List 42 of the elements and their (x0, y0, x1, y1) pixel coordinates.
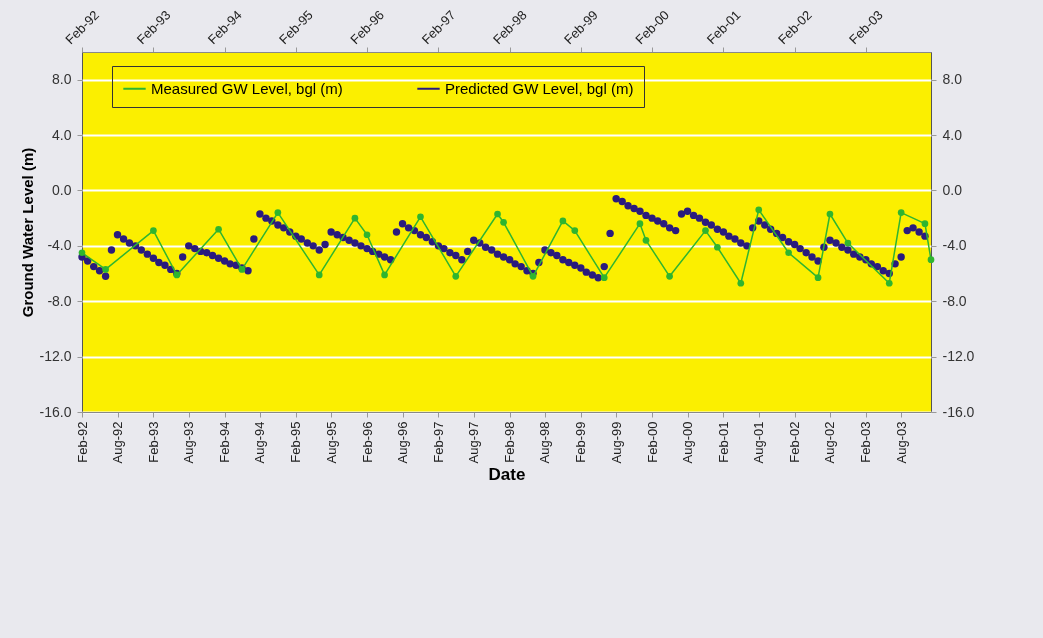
y2-tick-label: -16.0 (942, 403, 975, 420)
x-tick-label: Aug-95 (323, 421, 339, 464)
y2-tick-label: 4.0 (942, 126, 963, 143)
legend-label: Measured GW Level, bgl (m) (151, 79, 343, 97)
x-tick-label: Aug-96 (395, 421, 411, 464)
x-tick-label: Aug-99 (608, 421, 624, 464)
legend-label: Predicted GW Level, bgl (m) (445, 79, 634, 97)
y2-tick-label: 8.0 (942, 71, 963, 88)
y-tick-label: -4.0 (47, 237, 72, 254)
y-tick-label: 0.0 (52, 181, 72, 198)
x-tick-label: Feb-94 (217, 421, 233, 463)
x-tick-label: Feb-96 (359, 421, 375, 463)
y-tick-label: -8.0 (47, 292, 72, 309)
x-tick-label: Aug-92 (110, 421, 126, 464)
x-tick-label: Feb-92 (74, 421, 90, 463)
x-axis-title: Date (488, 465, 526, 485)
x-tick-label: Feb-98 (502, 421, 518, 463)
x-tick-label: Aug-03 (893, 421, 909, 464)
x-tick-label: Aug-00 (680, 421, 696, 464)
y2-tick-label: 0.0 (942, 181, 963, 198)
y2-tick-label: -12.0 (942, 348, 975, 365)
y2-tick-label: -8.0 (942, 292, 967, 309)
x-tick-label: Aug-98 (537, 421, 553, 464)
x-tick-label: Aug-93 (181, 421, 197, 464)
x-tick-label: Aug-02 (822, 421, 838, 464)
x-tick-label: Aug-97 (466, 421, 482, 464)
x-tick-label: Aug-01 (751, 421, 767, 464)
x-tick-label: Feb-95 (288, 421, 304, 463)
x-tick-label: Feb-99 (573, 421, 589, 463)
y-tick-label: -12.0 (39, 348, 72, 365)
x-tick-label: Feb-02 (787, 421, 803, 463)
x-tick-label: Feb-00 (644, 421, 660, 463)
x-tick-label: Aug-94 (252, 421, 268, 464)
y-tick-label: 4.0 (52, 126, 72, 143)
x-tick-label: Feb-03 (858, 421, 874, 463)
y2-tick-label: -4.0 (942, 237, 967, 254)
x-tick-label: Feb-97 (430, 421, 446, 463)
x-tick-label: Feb-93 (145, 421, 161, 463)
y-axis-title: Ground Water Level (m) (18, 147, 36, 318)
x-tick-label: Feb-01 (715, 421, 731, 463)
y-tick-label: 8.0 (52, 71, 72, 88)
y-tick-label: -16.0 (39, 403, 72, 420)
